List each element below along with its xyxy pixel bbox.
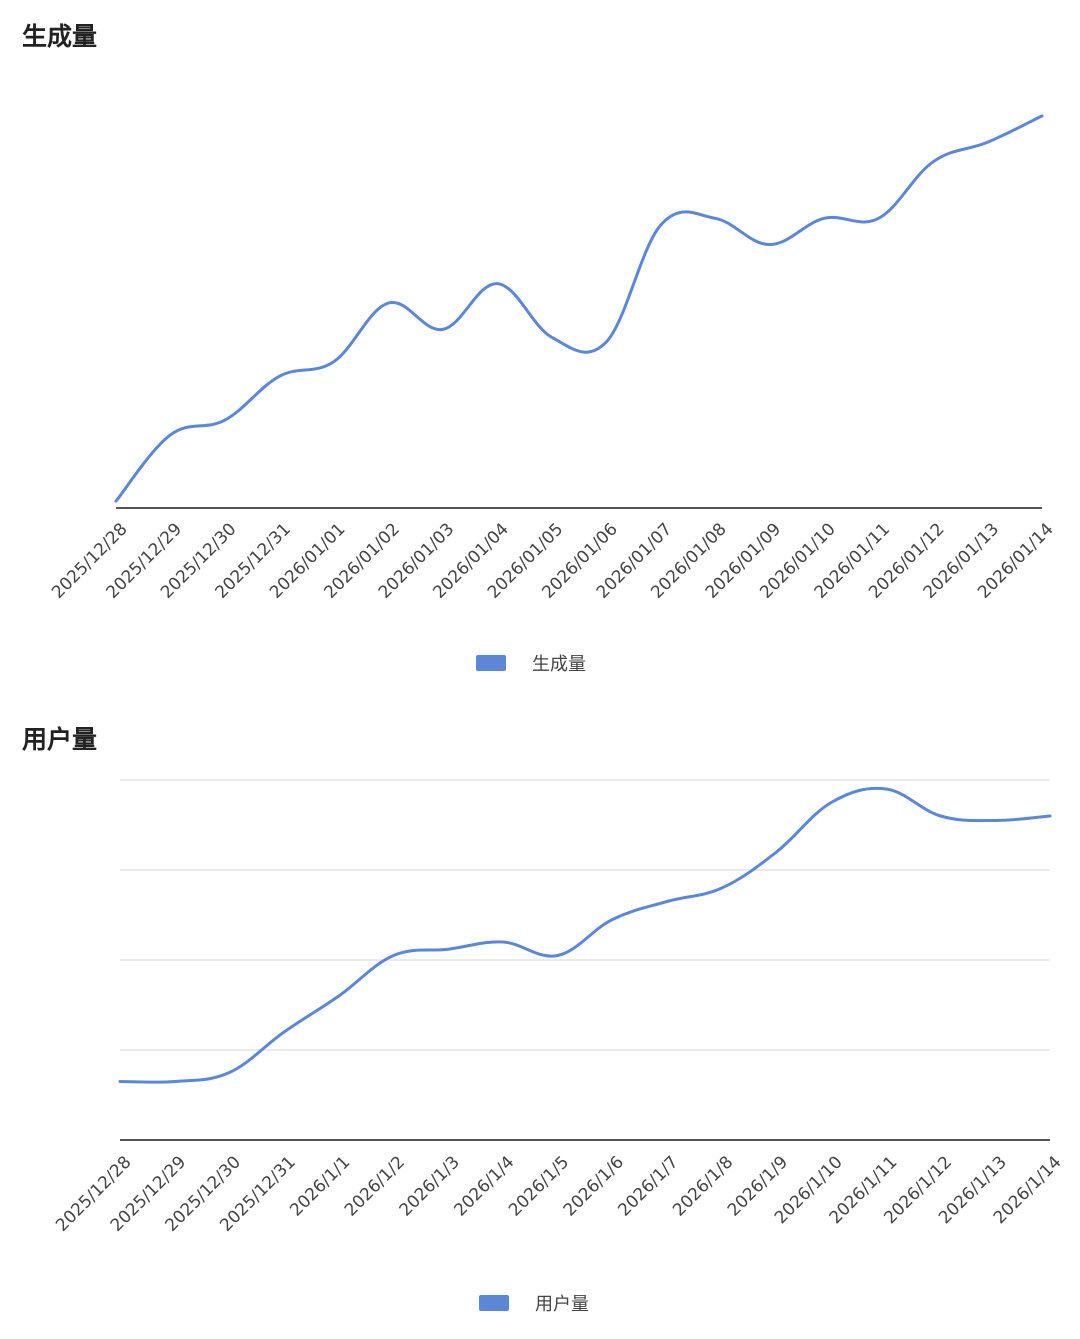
generation-data-point[interactable]	[491, 278, 503, 290]
generation-legend[interactable]: 生成量	[476, 650, 586, 676]
generation-chart-title: 生成量	[22, 22, 98, 51]
generation-data-point[interactable]	[164, 429, 176, 441]
users-data-point[interactable]	[442, 943, 454, 955]
users-data-point[interactable]	[169, 1076, 181, 1088]
users-data-point[interactable]	[770, 846, 782, 858]
generation-data-point[interactable]	[818, 212, 830, 224]
generation-data-point[interactable]	[873, 212, 885, 224]
generation-data-point[interactable]	[273, 370, 285, 382]
generation-data-point[interactable]	[982, 136, 994, 148]
users-legend-swatch	[479, 1295, 509, 1311]
users-data-point[interactable]	[880, 783, 892, 795]
generation-data-point[interactable]	[328, 356, 340, 368]
users-data-point[interactable]	[935, 810, 947, 822]
users-data-point[interactable]	[497, 936, 509, 948]
generation-data-point[interactable]	[709, 212, 721, 224]
users-data-point[interactable]	[333, 990, 345, 1002]
generation-data-point[interactable]	[437, 323, 449, 335]
generation-legend-swatch	[476, 655, 506, 671]
generation-series-line	[114, 114, 1044, 503]
users-data-point[interactable]	[114, 1076, 126, 1088]
generation-chart: 2025/12/282025/12/292025/12/302025/12/31…	[48, 110, 1058, 603]
users-legend[interactable]: 用户量	[479, 1290, 589, 1316]
generation-legend-label: 生成量	[532, 654, 586, 675]
generation-data-point[interactable]	[764, 239, 776, 251]
generation-data-point[interactable]	[546, 331, 558, 343]
users-data-point[interactable]	[552, 950, 564, 962]
users-data-point[interactable]	[989, 815, 1001, 827]
generation-data-point[interactable]	[382, 297, 394, 309]
users-data-point[interactable]	[716, 882, 728, 894]
generation-data-point[interactable]	[219, 414, 231, 426]
users-data-point[interactable]	[606, 914, 618, 926]
users-chart-panel: 用户量 2025/12/28 2025/12/29 2025/12/30 2025/1…	[0, 690, 1080, 1339]
users-data-point[interactable]	[278, 1026, 290, 1038]
generation-data-point[interactable]	[110, 495, 122, 507]
users-data-point[interactable]	[661, 896, 673, 908]
generation-data-point[interactable]	[927, 156, 939, 168]
users-legend-label: 用户量	[535, 1294, 589, 1315]
users-data-point[interactable]	[825, 797, 837, 809]
users-data-point[interactable]	[223, 1067, 235, 1079]
generation-data-point[interactable]	[655, 219, 667, 231]
users-chart: 2025/12/282025/12/292025/12/302025/12/31…	[52, 779, 1066, 1236]
users-chart-title: 用户量	[22, 725, 98, 754]
generation-data-point[interactable]	[600, 336, 612, 348]
users-data-point[interactable]	[1044, 810, 1056, 822]
generation-data-point[interactable]	[1036, 110, 1048, 122]
users-data-point[interactable]	[388, 950, 400, 962]
generation-chart-panel: 生成量 2025/12/28 2025/12/29 2025/12/30 2025/1…	[22, 22, 1058, 676]
users-series-line	[118, 786, 1052, 1084]
